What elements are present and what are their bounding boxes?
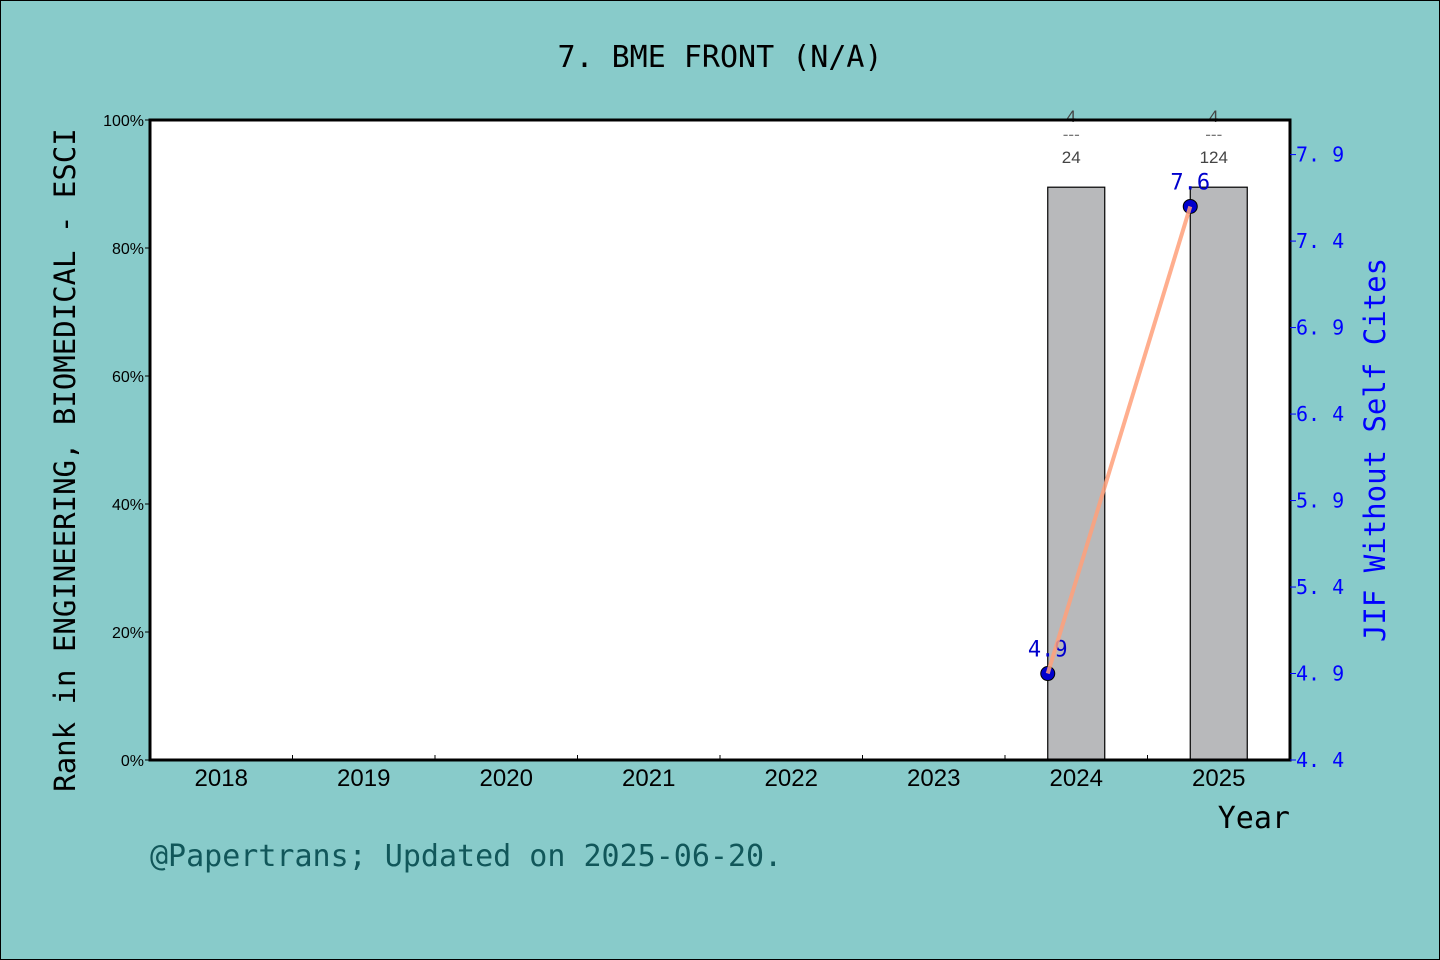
bar-label-top: 4 <box>1067 107 1076 126</box>
point-label: 4.9 <box>1028 638 1068 663</box>
x-tick-label: 2023 <box>907 765 960 792</box>
chart-title: 7. BME FRONT (N/A) <box>557 40 882 75</box>
x-tick-label: 2024 <box>1050 765 1103 792</box>
left-tick-label: 100% <box>103 113 144 130</box>
right-tick-label: 6. 9 <box>1296 316 1344 340</box>
right-tick-label: 5. 4 <box>1296 575 1344 599</box>
right-tick-label: 7. 9 <box>1296 143 1344 167</box>
x-tick-label: 2025 <box>1192 765 1245 792</box>
bar-2025 <box>1189 186 1248 761</box>
bar-label-bottom: 124 <box>1200 148 1228 167</box>
x-tick-label: 2019 <box>337 765 390 792</box>
right-tick-label: 5. 9 <box>1296 489 1344 513</box>
right-tick-label: 4. 9 <box>1296 662 1344 686</box>
right-tick-label: 6. 4 <box>1296 402 1344 426</box>
bar-label-sep: --- <box>1205 125 1222 144</box>
left-tick-label: 20% <box>112 625 144 642</box>
footer-credit: @Papertrans; Updated on 2025-06-20. <box>150 839 782 874</box>
bar-label-top: 4 <box>1209 107 1218 126</box>
left-tick-label: 40% <box>112 497 144 514</box>
left-axis-label: Rank in ENGINEERING, BIOMEDICAL - ESCI <box>48 128 82 791</box>
x-tick-label: 2022 <box>765 765 818 792</box>
point-label: 7.6 <box>1170 170 1210 195</box>
bar-label-sep: --- <box>1063 125 1080 144</box>
right-tick-label: 7. 4 <box>1296 229 1344 253</box>
left-tick-label: 60% <box>112 369 144 386</box>
bar-2024 <box>1047 186 1106 761</box>
x-tick-label: 2018 <box>195 765 248 792</box>
x-tick-label: 2021 <box>622 765 675 792</box>
x-tick-label: 2020 <box>480 765 533 792</box>
jif-line <box>1045 205 1193 675</box>
right-axis-label: JIF Without Self Cites <box>1358 258 1392 642</box>
left-tick-label: 80% <box>112 241 144 258</box>
x-axis-label: Year <box>1218 801 1290 836</box>
right-tick-label: 4. 4 <box>1296 748 1344 772</box>
left-tick-label: 0% <box>121 753 144 770</box>
bar-label-bottom: 24 <box>1062 148 1081 167</box>
